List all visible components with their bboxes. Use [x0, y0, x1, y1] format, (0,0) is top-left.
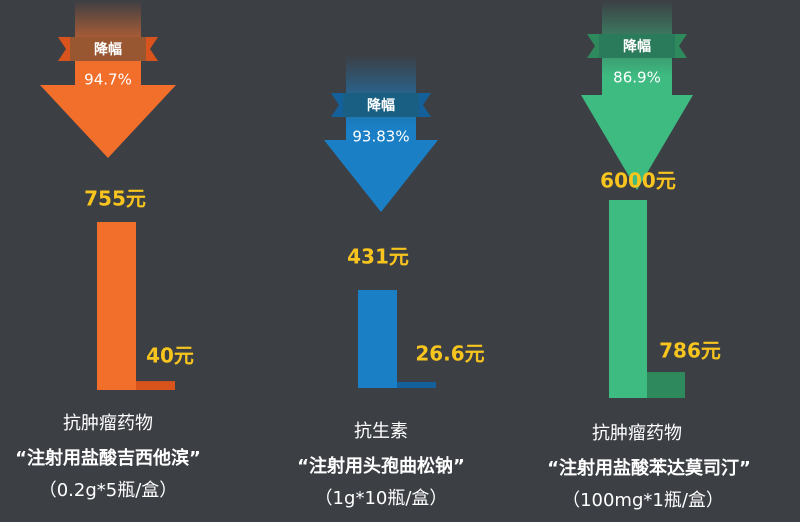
badge-face: [599, 34, 675, 58]
drop-label: 94.7%: [84, 71, 132, 89]
badge-label: 降幅: [623, 38, 651, 55]
drug-name: “注射用盐酸苯达莫司汀”: [547, 457, 751, 479]
badge-label: 降幅: [94, 41, 122, 58]
category-label: 抗生素: [354, 421, 408, 442]
value-label: 6000元: [600, 169, 676, 193]
value-label: 26.6元: [415, 342, 484, 366]
drop-label: 86.9%: [613, 69, 661, 87]
drug-spec: （100mg*1瓶/盒）: [562, 490, 724, 511]
category-label: 抗肿瘤药物: [63, 413, 153, 434]
badge-ribbon: [331, 93, 431, 117]
badge-face: [343, 93, 419, 117]
drug-spec: （1g*10瓶/盒）: [315, 488, 448, 509]
bar-before: [97, 222, 136, 390]
value-label: 786元: [659, 339, 721, 363]
drop-arrow: [40, 0, 176, 158]
bar-after: [136, 381, 175, 390]
drop-arrow: [581, 0, 693, 190]
value-label: 755元: [84, 187, 146, 211]
badge-label: 降幅: [367, 97, 395, 114]
drug-name: “注射用头孢曲松钠”: [297, 455, 465, 477]
value-label: 40元: [146, 344, 194, 368]
badge-ribbon: [587, 34, 687, 58]
drug-spec: （0.2g*5瓶/盒）: [39, 480, 178, 501]
drug-name: “注射用盐酸吉西他滨”: [15, 447, 201, 469]
badge-ribbon: [58, 37, 158, 61]
bar-after: [647, 372, 685, 398]
value-label: 431元: [347, 245, 409, 269]
bar-after: [397, 381, 436, 388]
category-label: 抗肿瘤药物: [592, 423, 682, 444]
bar-before: [358, 290, 397, 388]
badge-face: [70, 37, 146, 61]
drop-label: 93.83%: [352, 128, 409, 146]
bar-before: [609, 200, 647, 398]
